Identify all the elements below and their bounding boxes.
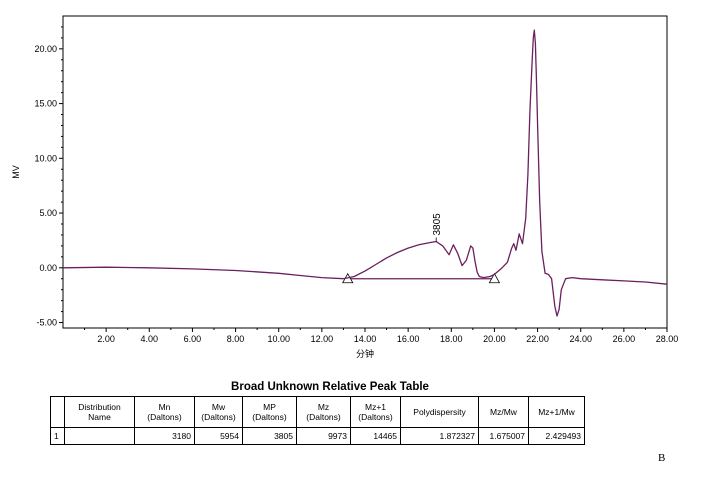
table-cell: 9973 [296, 427, 351, 445]
x-axis-ticks: 2.00 4.00 6.00 8.00 10.00 12.00 14.00 16.00 18.0… [84, 328, 679, 344]
header-text: Mw [211, 402, 226, 412]
header-text: Polydispersity [413, 407, 466, 417]
table-row: 1 3180 5954 3805 9973 14465 1.872327 1.675007 2.… [50, 427, 585, 445]
table-header-cell: Distribution Name [64, 396, 135, 428]
table-cell: 2.429493 [528, 427, 585, 445]
x-tick-label: 2.00 [97, 334, 115, 344]
y-tick-label: 10.00 [34, 153, 57, 163]
table-cell: 5954 [194, 427, 243, 445]
peak-label: 3805 [432, 213, 443, 236]
header-text: (Daltons) [201, 412, 236, 422]
table-cell: 3180 [134, 427, 195, 445]
x-tick-label: 18.00 [440, 334, 463, 344]
y-tick-label: 5.00 [39, 208, 57, 218]
table-cell: 1 [50, 427, 65, 445]
header-text: Mz+1 [364, 402, 387, 412]
header-text: MP [263, 402, 276, 412]
chromatogram-trace [62, 29, 668, 317]
baseline-marker [488, 272, 501, 284]
y-tick-label: 0.00 [39, 263, 57, 273]
header-text: (Daltons) [147, 412, 182, 422]
plot-frame [62, 15, 668, 329]
table-header-cell: Polydispersity [400, 396, 479, 428]
table-header-cell: Mz (Daltons) [296, 396, 351, 428]
peak-table: Distribution Name Mn (Daltons) Mw (Daltons) MP… [50, 396, 585, 445]
header-text: (Daltons) [252, 412, 287, 422]
header-text: Mz+1/Mw [538, 407, 575, 417]
x-tick-label: 26.00 [613, 334, 636, 344]
table-header-cell: Mz/Mw [478, 396, 529, 428]
table-cell: 3805 [242, 427, 297, 445]
x-axis-label: 分钟 [356, 348, 374, 359]
table-cell [64, 427, 135, 445]
y-axis-label: MV [11, 165, 21, 179]
y-tick-label: 20.00 [34, 44, 57, 54]
table-header-cell: Mz+1 (Daltons) [350, 396, 401, 428]
x-tick-label: 14.00 [354, 334, 377, 344]
x-tick-label: 4.00 [141, 334, 159, 344]
header-text: Name [88, 412, 111, 422]
table-cell: 14465 [350, 427, 401, 445]
header-text: (Daltons) [306, 412, 341, 422]
header-text: Mz [317, 402, 330, 412]
y-tick-label: -5.00 [36, 318, 57, 328]
table-header-cell: Mn (Daltons) [134, 396, 195, 428]
peak-table-title: Broad Unknown Relative Peak Table [231, 381, 429, 393]
x-tick-label: 8.00 [227, 334, 245, 344]
header-text: Distribution [78, 402, 121, 412]
x-tick-label: 24.00 [569, 334, 592, 344]
chromatogram-chart: 2.00 4.00 6.00 8.00 10.00 12.00 14.00 16.00 18.0… [11, 15, 679, 359]
table-cell: 1.872327 [400, 427, 479, 445]
integration-baseline [342, 272, 501, 284]
table-cell: 1.675007 [478, 427, 529, 445]
table-body: 1 3180 5954 3805 9973 14465 1.872327 1.675007 2.… [50, 427, 585, 445]
figure-panel-letter: B [658, 452, 666, 464]
series-layer [62, 29, 668, 317]
table-header-row: Distribution Name Mn (Daltons) Mw (Daltons) MP… [50, 396, 585, 428]
header-text: (Daltons) [358, 412, 393, 422]
table-header-cell: MP (Daltons) [242, 396, 297, 428]
x-tick-label: 10.00 [267, 334, 290, 344]
table-header-cell [50, 396, 65, 428]
header-text: Mz/Mw [490, 407, 517, 417]
x-tick-label: 20.00 [483, 334, 506, 344]
y-tick-label: 15.00 [34, 99, 57, 109]
x-tick-label: 6.00 [184, 334, 202, 344]
x-tick-label: 28.00 [656, 334, 679, 344]
x-tick-label: 16.00 [397, 334, 420, 344]
header-text: Mn [158, 402, 171, 412]
table-header-cell: Mz+1/Mw [528, 396, 585, 428]
table-header-cell: Mw (Daltons) [194, 396, 243, 428]
peak-annotation: 3805 [432, 213, 443, 242]
x-tick-label: 12.00 [311, 334, 334, 344]
x-tick-label: 22.00 [526, 334, 549, 344]
y-axis-ticks: -5.00 0.00 5.00 10.00 15.00 20.00 [34, 26, 63, 328]
